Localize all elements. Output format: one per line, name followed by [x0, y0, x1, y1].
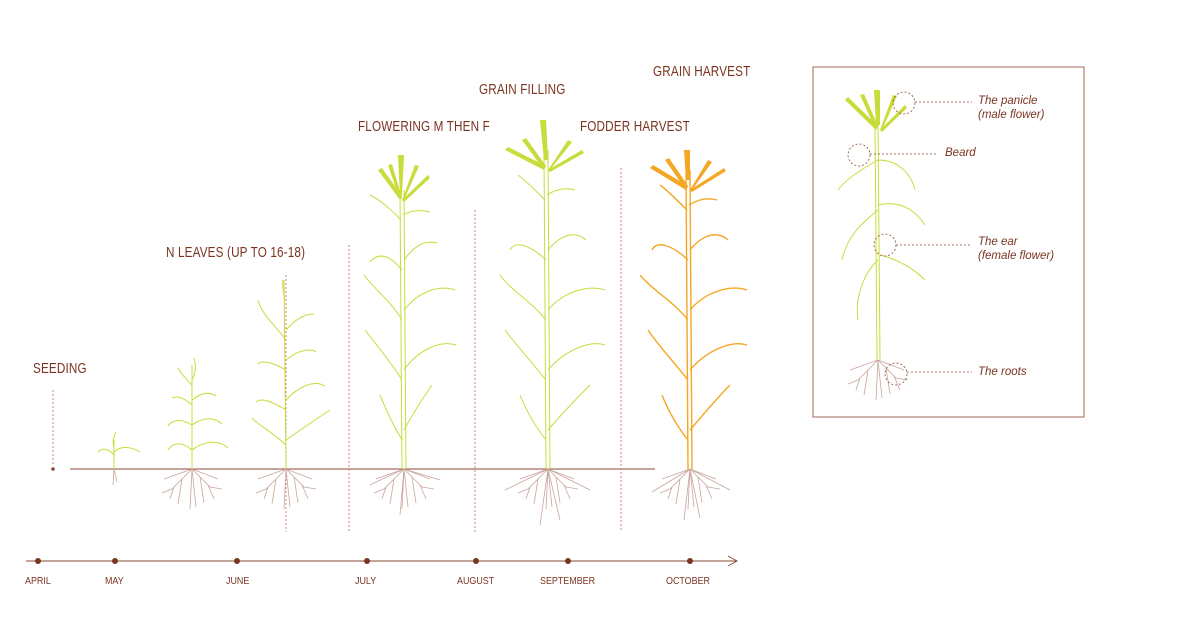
stage-label-n-leaves: N LEAVES (UP TO 16-18): [166, 244, 306, 261]
month-august: AUGUST: [457, 575, 495, 587]
panicle-grain-filling: [505, 120, 584, 172]
legend-ear-line2: (female flower): [978, 250, 1055, 262]
month-september: SEPTEMBER: [540, 575, 596, 587]
stage-label-seeding: SEEDING: [33, 360, 87, 377]
plant-flowering: [363, 189, 457, 470]
panicle-harvest: [650, 150, 726, 192]
month-june: JUNE: [226, 575, 250, 587]
legend-panicle-line1: The panicle: [978, 95, 1038, 107]
legend-label-roots: The roots: [978, 366, 1027, 378]
plant-harvest: [639, 169, 748, 470]
stage-separators: [52, 168, 622, 532]
legend-label-beard: Beard: [945, 147, 976, 159]
month-may: MAY: [105, 575, 124, 587]
stage-label-grain-harvest: GRAIN HARVEST: [653, 63, 751, 80]
month-july: JULY: [355, 575, 377, 587]
plant-leaves-tall: [251, 279, 331, 470]
legend-ear-line1: The ear: [978, 236, 1018, 248]
stage-label-flowering: FLOWERING M THEN F: [358, 118, 490, 135]
panicle-flowering: [378, 155, 430, 202]
month-april: APRIL: [25, 575, 51, 587]
month-october: OCTOBER: [666, 575, 710, 587]
legend-box: [812, 66, 1085, 418]
timeline-axis: [26, 555, 739, 567]
plant-leaves-small: [167, 357, 229, 469]
plant-grain-filling: [499, 149, 606, 470]
stage-label-grain-filling: GRAIN FILLING: [479, 81, 566, 98]
stage-label-fodder-harvest: FODDER HARVEST: [580, 118, 690, 135]
legend-label-ear: The ear (female flower): [978, 235, 1054, 263]
plant-seedling: [97, 431, 141, 469]
legend-label-panicle: The panicle (male flower): [978, 94, 1044, 122]
seed-dot: [51, 467, 55, 471]
legend-panicle-line2: (male flower): [978, 109, 1045, 121]
